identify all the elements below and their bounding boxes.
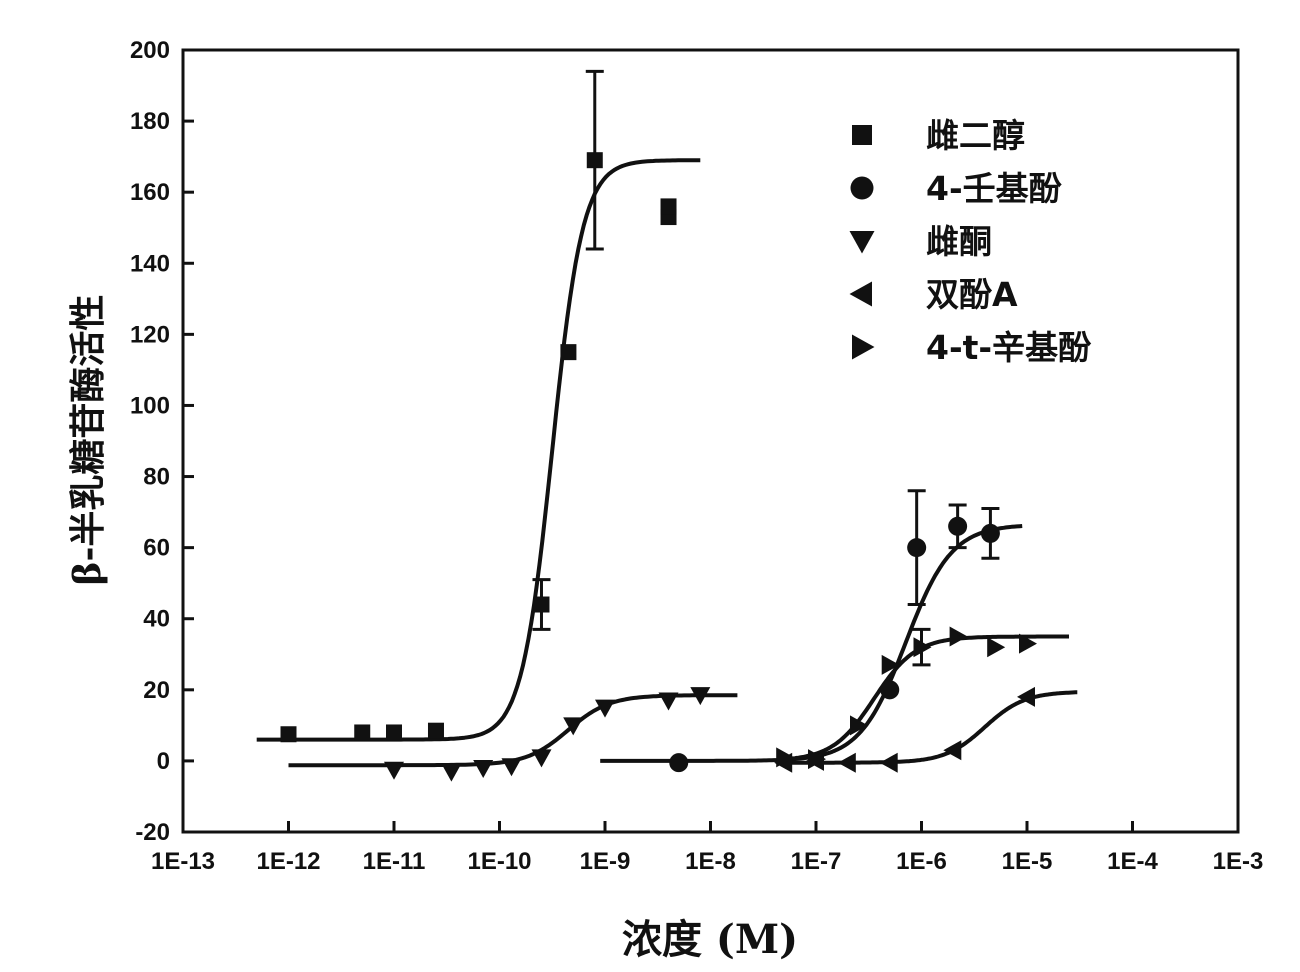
data-point-series-2 (980, 523, 1000, 543)
x-tick-label: 1E-5 (1002, 848, 1053, 875)
data-point-series-4 (943, 740, 962, 761)
x-axis-title: 浓度 (M) (622, 916, 798, 963)
x-tick-label: 1E-4 (1107, 848, 1158, 875)
x-tick-label: 1E-7 (791, 848, 842, 875)
data-point-series-3 (473, 760, 494, 778)
legend-marker-1 (852, 125, 872, 145)
x-tick-label: 1E-8 (685, 848, 736, 875)
x-tick-label: 1E-10 (467, 848, 531, 875)
legend-marker-4 (849, 281, 872, 307)
data-point-series-1 (354, 724, 371, 741)
legend-label-3: 雌酮 (926, 222, 992, 261)
data-point-series-2 (880, 680, 900, 700)
data-point-series-1 (386, 724, 402, 741)
data-point-series-3 (531, 749, 552, 768)
legend-label-1: 雌二醇 (926, 116, 1025, 155)
data-point-series-2 (669, 753, 689, 773)
fit-curve-2 (600, 524, 1023, 763)
plot-frame (181, 48, 1240, 834)
x-tick-label: 1E-3 (1213, 848, 1264, 875)
data-point-series-3 (690, 687, 711, 706)
data-point-series-4 (879, 752, 898, 773)
y-tick-label: 20 (143, 677, 170, 704)
legend-marker-2 (850, 176, 874, 200)
y-tick-label: 200 (130, 37, 170, 64)
y-tick-label: 100 (130, 392, 170, 419)
x-tick-label: 1E-11 (363, 848, 426, 875)
data-point-series-5 (808, 749, 826, 770)
data-point-series-5 (776, 747, 795, 768)
y-tick-label: -20 (135, 819, 170, 846)
y-axis-title: β-半乳糖苷酶活性 (67, 295, 109, 586)
data-point-series-5 (987, 637, 1006, 658)
legend-marker-5 (852, 334, 875, 360)
data-point-series-3 (441, 763, 462, 782)
x-tick-label: 1E-12 (256, 848, 320, 875)
x-tick-label: 1E-6 (896, 848, 947, 875)
data-point-series-3 (595, 699, 615, 718)
y-tick-label: 180 (130, 108, 170, 135)
data-point-series-4 (1017, 686, 1035, 707)
data-point-series-1 (660, 198, 677, 215)
data-point-series-1 (586, 152, 603, 169)
data-point-series-3 (563, 717, 584, 736)
y-tick-label: 60 (143, 535, 170, 562)
y-tick-label: 0 (157, 748, 170, 775)
y-tick-label: 40 (143, 606, 170, 633)
data-point-series-2 (948, 516, 968, 536)
data-point-series-3 (501, 758, 522, 777)
data-point-series-5 (881, 654, 900, 675)
x-axis: 1E-13 1E-12 1E-11 1E-10 1E-9 1E-8 1E-7 1E-6 1E-5… (151, 821, 1263, 875)
data-point-series-5 (1019, 633, 1037, 654)
data-point-series-4 (837, 752, 856, 773)
legend-label-2: 4-壬基酚 (926, 169, 1063, 208)
data-point-series-5 (850, 715, 868, 736)
y-axis: -20 0 20 40 60 80 100 120 140 160 180 200 (130, 37, 194, 846)
data-point-series-3 (384, 761, 404, 780)
data-point-series-1 (280, 726, 297, 743)
data-point-series-1 (533, 596, 550, 613)
y-tick-label: 160 (130, 179, 170, 206)
data-points (280, 152, 1037, 782)
y-tick-label: 140 (130, 250, 170, 277)
data-point-series-1 (427, 722, 444, 739)
x-tick-label: 1E-9 (580, 848, 631, 875)
data-point-series-3 (658, 692, 679, 711)
fit-curve-1 (256, 158, 701, 742)
legend-label-5: 4-t-辛基酚 (926, 328, 1092, 367)
legend-label-4: 双酚A (926, 275, 1018, 314)
data-point-series-2 (907, 538, 927, 558)
data-point-series-1 (560, 344, 577, 361)
legend-marker-3 (849, 231, 875, 254)
y-tick-label: 80 (143, 464, 170, 491)
x-tick-label: 1E-13 (151, 848, 215, 875)
y-tick-label: 120 (130, 321, 170, 348)
data-point-series-5 (949, 626, 968, 647)
data-point-series-5 (913, 637, 932, 658)
